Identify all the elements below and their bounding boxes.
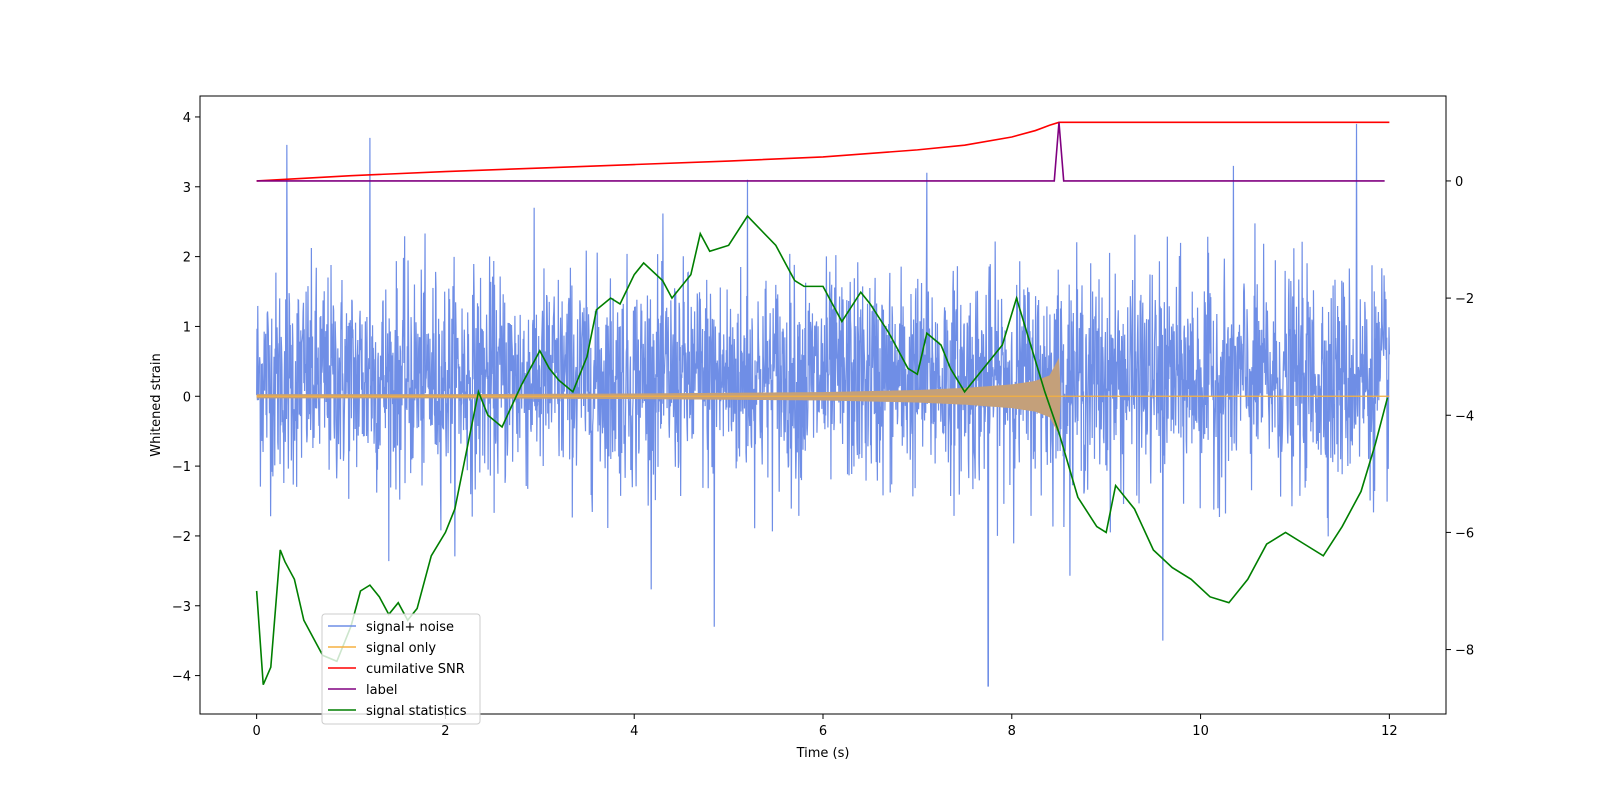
series-layer (255, 121, 1390, 687)
series-cumulative-snr (256, 121, 1390, 182)
series-label (256, 122, 1385, 182)
y-tick-label: −4 (172, 670, 191, 685)
y-tick-label: 4 (183, 111, 191, 126)
x-tick-label: 8 (1008, 724, 1016, 739)
x-axis: 0 2 4 6 8 10 12 (252, 714, 1398, 739)
x-tick-label: 4 (630, 724, 638, 739)
y-axis-label: Whitened strain (149, 353, 164, 456)
y-axis-left: −4 −3 −2 −1 0 1 2 3 4 (172, 111, 200, 685)
y-tick-label: −1 (172, 460, 191, 475)
series-signal-noise (256, 123, 1390, 687)
legend: signal+ noise signal only cumilative SNR la… (321, 613, 481, 725)
x-tick-label: 6 (819, 724, 827, 739)
y2-tick-label: −6 (1455, 526, 1474, 541)
legend-label: signal only (366, 641, 436, 656)
legend-box (321, 613, 481, 725)
y-tick-label: 3 (183, 181, 191, 196)
y2-tick-label: −8 (1455, 644, 1474, 659)
legend-label: signal statistics (366, 704, 467, 719)
x-tick-label: 10 (1192, 724, 1209, 739)
legend-label: cumilative SNR (366, 662, 465, 677)
x-axis-label: Time (s) (796, 746, 850, 761)
y2-tick-label: −4 (1455, 409, 1474, 424)
y-axis-right: −8 −6 −4 −2 0 (1446, 175, 1474, 659)
y-tick-label: −3 (172, 600, 191, 615)
y-tick-label: 2 (183, 251, 191, 266)
y2-tick-label: 0 (1455, 175, 1463, 190)
x-tick-label: 2 (441, 724, 449, 739)
series-signal-statistics (255, 214, 1389, 686)
y2-tick-label: −2 (1455, 292, 1474, 307)
x-tick-label: 12 (1381, 724, 1398, 739)
y-tick-label: 0 (183, 390, 191, 405)
y-tick-label: 1 (183, 320, 191, 335)
legend-label: label (366, 683, 397, 698)
legend-label: signal+ noise (366, 620, 454, 635)
x-tick-label: 0 (252, 724, 260, 739)
y-tick-label: −2 (172, 530, 191, 545)
